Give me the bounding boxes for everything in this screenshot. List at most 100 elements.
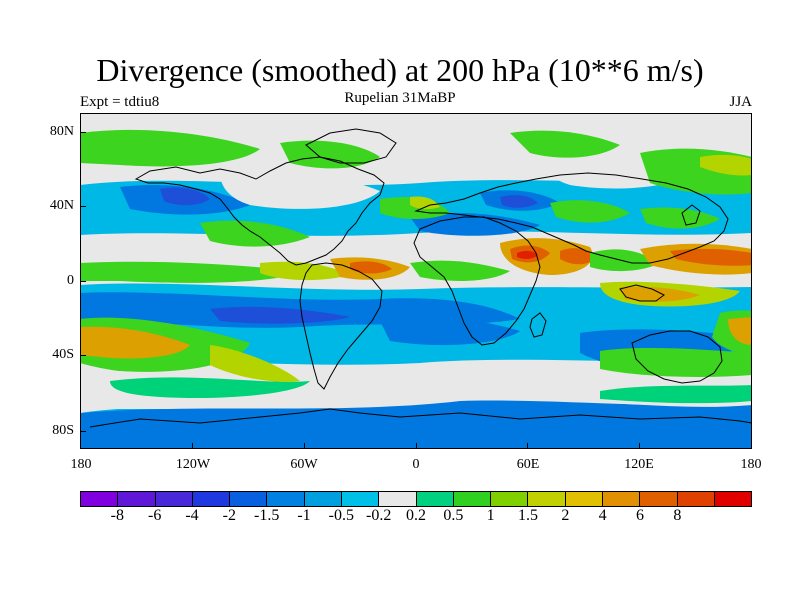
y-tick-label: 0: [67, 273, 74, 288]
y-tick: [80, 281, 86, 282]
north-america-neutral: [220, 170, 380, 209]
colorbar-label: -4: [185, 507, 199, 524]
africa-coast: [413, 216, 541, 346]
central-america-div: [260, 261, 350, 281]
colorbar-label: 1.5: [518, 507, 538, 524]
colorbar-cell: [81, 492, 119, 506]
x-tick-label: 60W: [290, 457, 318, 472]
coastlines: [89, 128, 752, 428]
plot-title: Divergence (smoothed) at 200 hPa (10**6 …: [96, 52, 704, 88]
colorbar-label: 0.2: [406, 507, 426, 524]
colorbar-cell: [192, 492, 231, 506]
y-tick: [80, 355, 86, 356]
x-tick-label: 0: [412, 457, 420, 472]
indonesia-coast: [619, 284, 665, 302]
bay-of-bengal-div: [590, 249, 660, 272]
colorbar-label: -0.5: [328, 507, 354, 524]
colorbar-cell: [118, 492, 156, 506]
north-pacific-tropical-div: [80, 261, 300, 283]
colorbar-cell: [341, 492, 380, 506]
y-tick-label: 80N: [49, 124, 74, 139]
colorbar-cell: [267, 492, 305, 506]
south-indian-div-band: [600, 347, 752, 377]
maritime-max-div: [620, 286, 700, 302]
y-tick: [80, 431, 86, 432]
colorbar-cell: [565, 492, 603, 506]
south-indian-div: [600, 385, 752, 404]
colorbar-cell: [714, 492, 752, 506]
atlantic-max-div: [350, 261, 392, 274]
east-asia-div: [640, 207, 720, 229]
experiment-label: Expt = tdtiu8: [80, 94, 160, 110]
asia-div: [550, 200, 630, 223]
madagascar-coast: [529, 312, 547, 338]
colorbar-cell: [155, 492, 193, 506]
north-pacific-mod-div: [700, 154, 752, 176]
colorbar-label: 4: [598, 507, 607, 524]
south-america-coast: [299, 262, 383, 390]
india-max-div: [560, 248, 595, 265]
colorbar-label: 6: [636, 507, 644, 524]
southern-midlat-neutral: [80, 367, 752, 413]
antarctica-coast: [89, 408, 752, 428]
y-tick: [80, 132, 86, 133]
arctic-pacific-div: [80, 129, 260, 167]
x-tick-label: 120E: [624, 457, 654, 472]
colorbar-cell: [602, 492, 641, 506]
colorbar-label: 8: [673, 507, 682, 524]
divergence-map: [80, 113, 752, 449]
colorbar-label: -1: [297, 507, 311, 524]
x-tick: [527, 443, 528, 449]
australia-coast: [631, 330, 723, 384]
map-svg: [80, 113, 752, 449]
x-tick-label: 60E: [516, 457, 540, 472]
x-tick: [304, 443, 305, 449]
arctic-atlantic-div: [280, 140, 380, 169]
colorbar-cell: [230, 492, 268, 506]
x-tick: [416, 443, 417, 449]
x-tick-label: 120W: [175, 457, 211, 472]
pacific-strong-conv: [210, 306, 350, 324]
south-pacific-max-div: [80, 326, 190, 359]
season-label: JJA: [729, 94, 752, 110]
x-tick: [192, 443, 193, 449]
north-pacific-strong-conv: [160, 187, 210, 206]
y-tick-label: 80S: [52, 423, 74, 438]
y-tick: [80, 206, 86, 207]
colorbar-label: 2: [561, 507, 570, 524]
colorbar-label: -1.5: [253, 507, 280, 524]
west-pacific-max-div: [670, 248, 752, 266]
south-pacific-div: [110, 377, 310, 399]
x-tick: [639, 443, 640, 449]
colorbar-label: -6: [147, 507, 162, 524]
north-atlantic-mod-div: [410, 196, 440, 210]
colorbar-label: -2: [222, 507, 236, 524]
arctic-europe-div: [510, 130, 620, 158]
colorbar-label: 0.5: [443, 507, 464, 524]
plot-subtitle: Rupelian 31MaBP: [344, 90, 456, 106]
colorbar-cell: [528, 492, 566, 506]
europe-strong-conv: [500, 195, 538, 208]
eurasia-coast: [414, 172, 729, 264]
colorbar-cell: [677, 492, 715, 506]
colorbar-label: 1: [486, 507, 495, 524]
y-tick-label: 40S: [52, 347, 74, 362]
x-tick-label: 180: [740, 457, 762, 472]
north-africa-conv: [410, 212, 540, 236]
x-tick-label: 180: [70, 457, 92, 472]
colorbar: [80, 491, 752, 507]
colorbar-cell: [491, 492, 529, 506]
north-america-coast: [134, 156, 385, 266]
africa-north-div: [410, 260, 510, 281]
colorbar-cell: [304, 492, 342, 506]
colorbar-cell: [416, 492, 454, 506]
east-pacific-max-div: [728, 317, 752, 345]
south-pacific-div-tail: [210, 345, 300, 382]
colorbar-cell: [379, 492, 417, 506]
colorbar-label: -8: [110, 507, 124, 524]
antarctic-conv-core: [80, 399, 752, 449]
colorbar-cell: [640, 492, 678, 506]
atlantic-conv: [380, 317, 520, 346]
colorbar-cell: [453, 492, 492, 506]
japan-coast: [681, 204, 701, 226]
